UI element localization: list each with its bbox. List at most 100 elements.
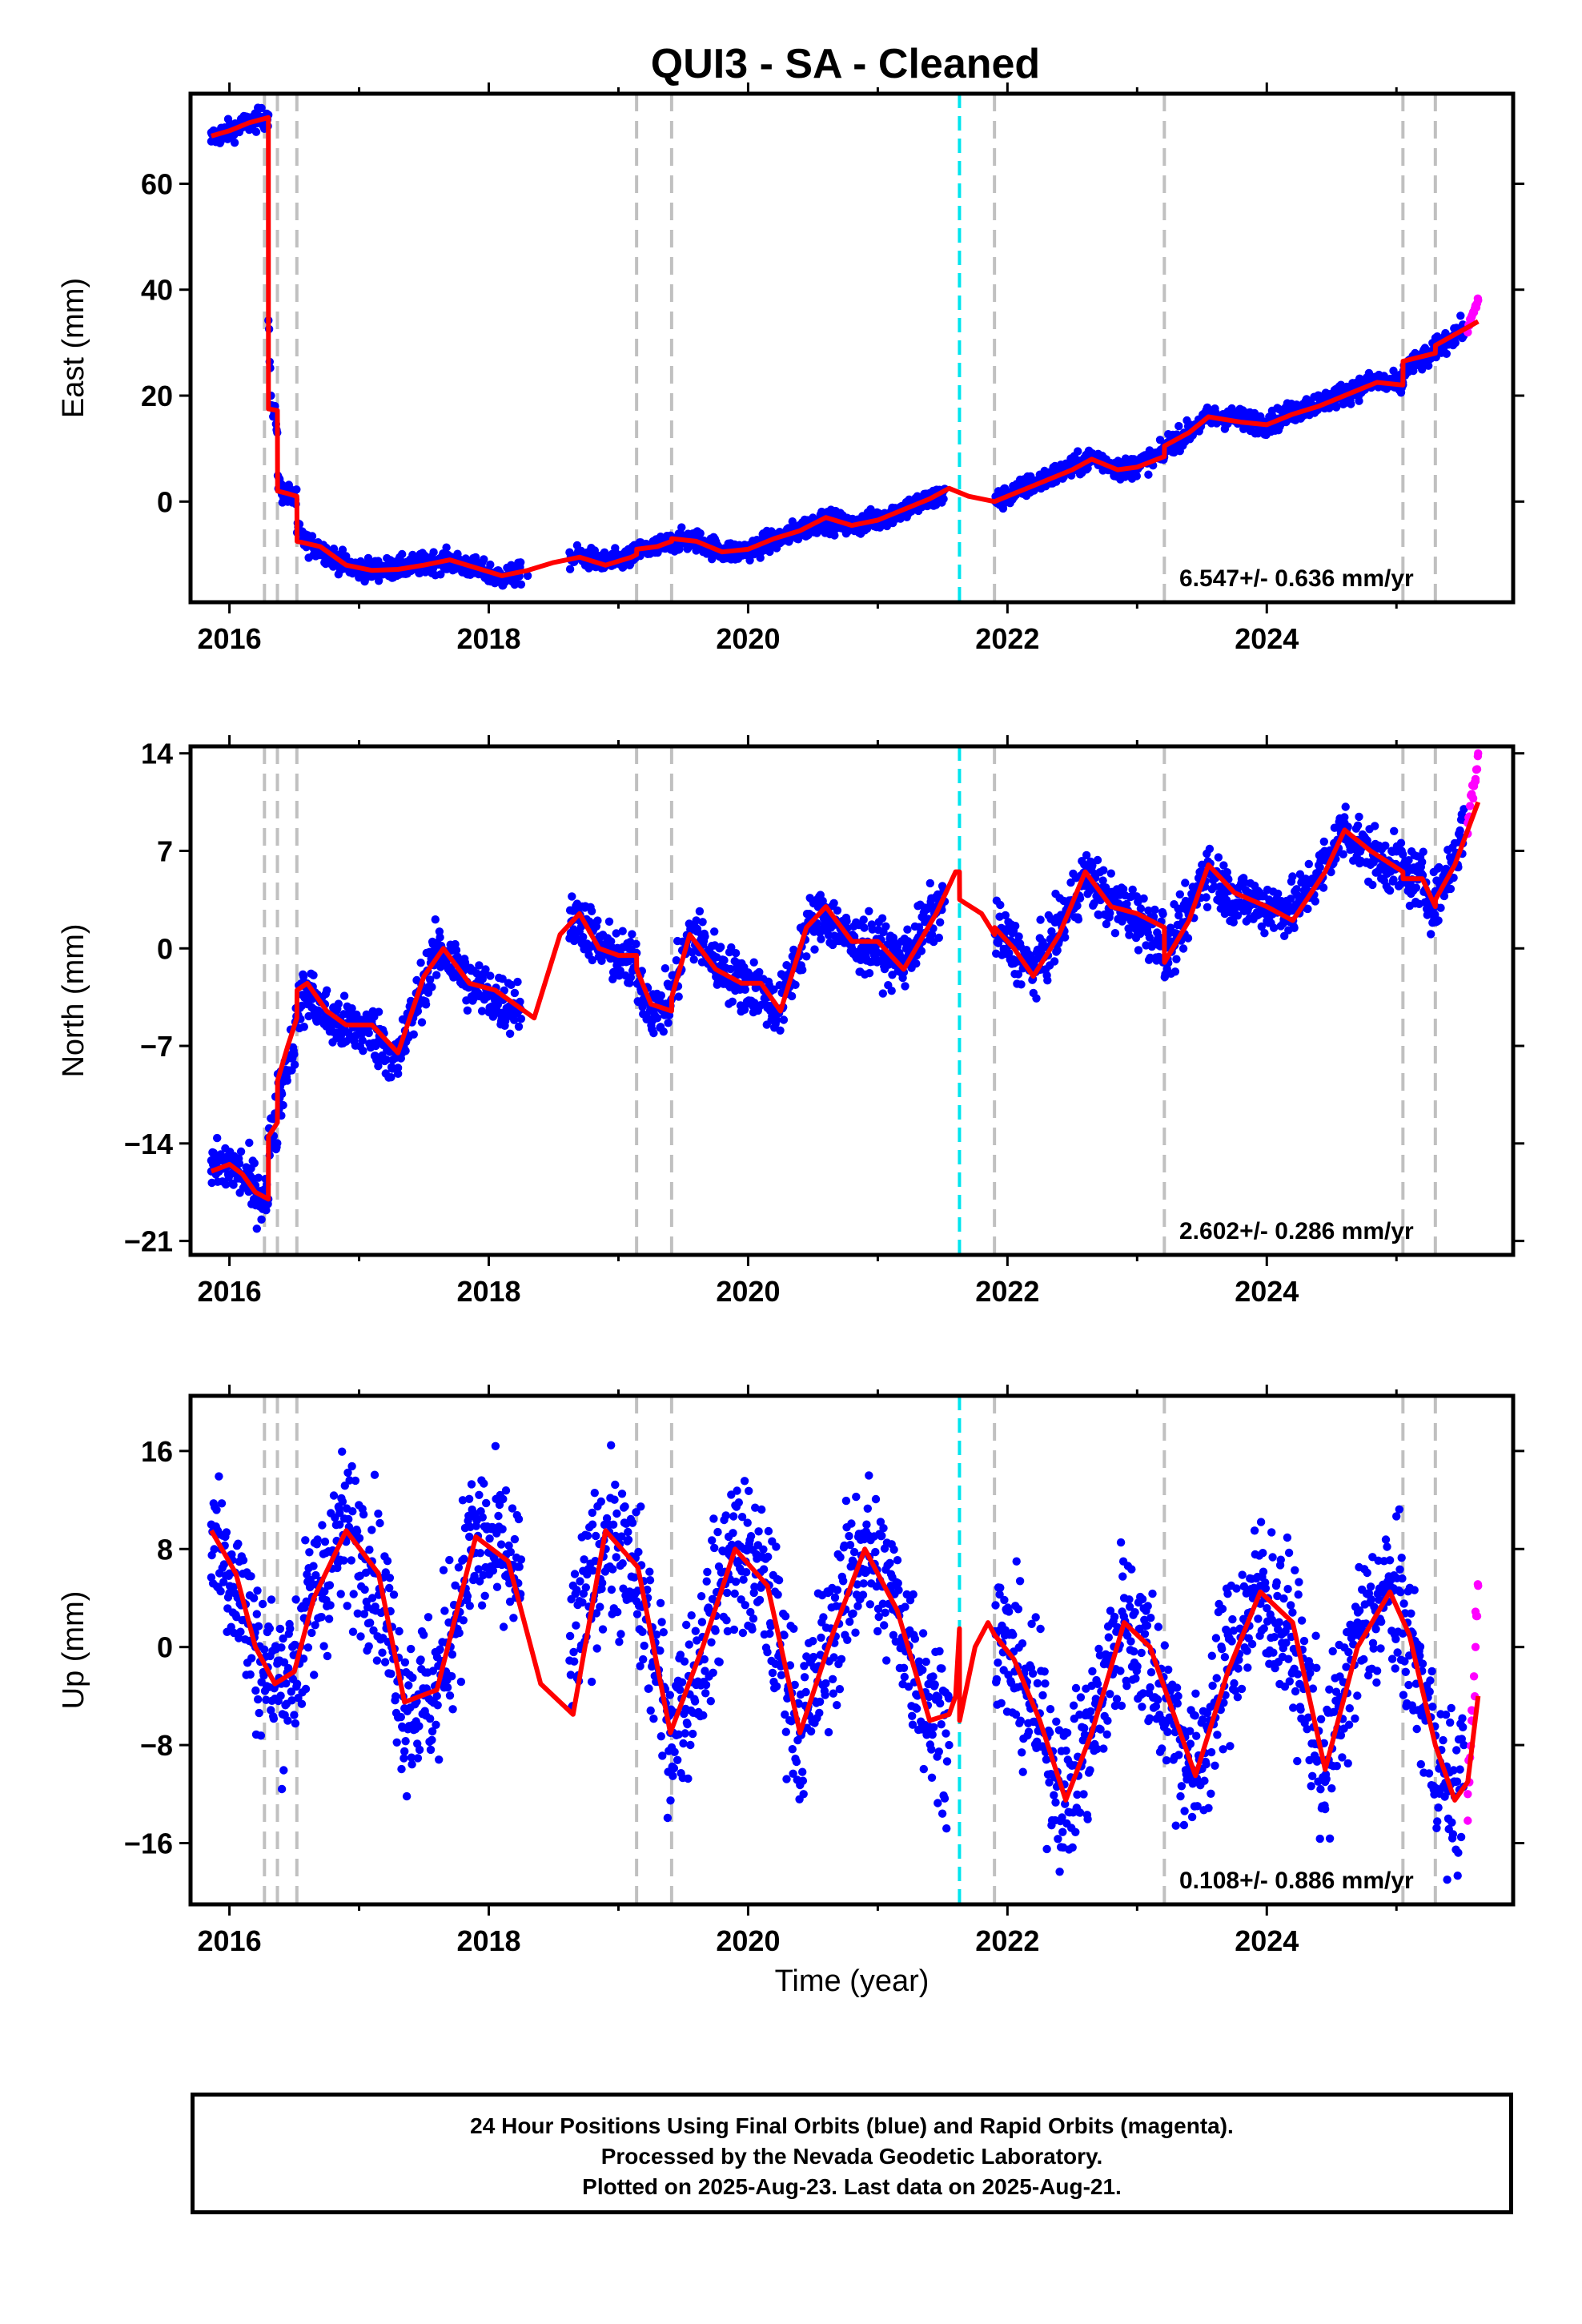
final-orbit-point — [607, 1441, 616, 1449]
final-orbit-point — [407, 1644, 416, 1654]
final-orbit-point — [252, 1610, 261, 1618]
final-orbit-point — [617, 1490, 627, 1498]
final-orbit-point — [717, 943, 725, 951]
rapid-orbit-point — [1472, 765, 1482, 774]
final-orbit-point — [516, 1015, 526, 1023]
x-tick-label: 2022 — [975, 622, 1039, 655]
final-orbit-point — [344, 1514, 353, 1524]
final-orbit-point — [380, 1658, 390, 1667]
final-orbit-point — [329, 1491, 339, 1500]
final-orbit-point — [396, 1712, 405, 1722]
rapid-orbit-point — [1467, 790, 1476, 800]
plot-area — [207, 746, 1483, 1255]
final-orbit-point — [701, 1680, 711, 1690]
final-orbit-point — [365, 1546, 374, 1554]
final-orbit-point — [1257, 922, 1267, 931]
final-orbit-point — [1381, 841, 1390, 850]
final-orbit-point — [1136, 904, 1146, 913]
final-orbit-point — [1319, 883, 1328, 892]
final-orbit-point — [335, 1509, 344, 1518]
final-orbit-point — [217, 1499, 227, 1508]
final-orbit-point — [385, 1583, 394, 1593]
final-orbit-point — [652, 1014, 662, 1023]
x-tick-label: 2024 — [1235, 1275, 1299, 1308]
final-orbit-point — [592, 1531, 600, 1541]
final-orbit-point — [566, 1671, 576, 1679]
final-orbit-point — [258, 1599, 267, 1609]
final-orbit-point — [701, 1689, 710, 1698]
final-orbit-point — [580, 1555, 588, 1564]
final-orbit-point — [343, 1602, 351, 1610]
final-orbit-point — [492, 1582, 502, 1591]
final-orbit-point — [934, 933, 944, 943]
final-orbit-point — [1158, 910, 1167, 919]
final-orbit-point — [859, 915, 868, 924]
final-orbit-point — [1390, 826, 1399, 836]
final-orbit-point — [222, 1528, 231, 1537]
final-orbit-point — [1460, 805, 1468, 814]
final-orbit-point — [708, 1536, 717, 1545]
final-orbit-point — [776, 1026, 785, 1035]
final-orbit-point — [1090, 899, 1098, 908]
final-orbit-point — [607, 1585, 616, 1594]
final-orbit-point — [842, 917, 851, 926]
final-orbit-point — [713, 1527, 722, 1537]
final-orbit-point — [286, 1624, 295, 1634]
final-orbit-point — [486, 560, 495, 569]
final-orbit-point — [1134, 946, 1143, 955]
y-axis-label: East (mm) — [57, 278, 90, 418]
x-tick-label: 2020 — [716, 1275, 780, 1308]
final-orbit-point — [207, 137, 216, 146]
final-orbit-point — [583, 1531, 592, 1540]
final-orbit-point — [926, 879, 935, 888]
final-orbit-point — [448, 1672, 456, 1681]
final-orbit-point — [581, 1583, 590, 1592]
final-orbit-point — [216, 137, 225, 146]
final-orbit-point — [481, 965, 490, 974]
final-orbit-point — [612, 1509, 621, 1518]
final-orbit-point — [257, 103, 266, 113]
final-orbit-point — [1043, 976, 1052, 985]
final-orbit-point — [1233, 911, 1243, 920]
final-orbit-point — [881, 922, 890, 931]
final-orbit-point — [579, 932, 588, 942]
final-orbit-point — [338, 1447, 347, 1456]
final-orbit-point — [251, 1686, 260, 1695]
y-tick-label: 0 — [157, 485, 173, 518]
final-orbit-point — [273, 1139, 282, 1148]
final-orbit-point — [428, 1735, 436, 1744]
final-orbit-point — [283, 1716, 292, 1725]
final-orbit-point — [478, 1513, 487, 1522]
final-orbit-point — [305, 1548, 314, 1557]
final-orbit-point — [352, 1527, 362, 1536]
final-orbit-point — [656, 1647, 665, 1655]
panel-frame — [188, 744, 1516, 1257]
final-orbit-point — [1005, 948, 1014, 958]
final-orbit-point — [320, 1538, 330, 1546]
final-orbit-point — [338, 545, 347, 554]
final-orbit-point — [646, 1706, 655, 1715]
final-orbit-point — [247, 1572, 255, 1581]
final-orbit-point — [1094, 449, 1102, 458]
final-orbit-point — [364, 1028, 373, 1038]
final-orbit-point — [1303, 904, 1312, 914]
final-orbit-point — [994, 939, 1003, 947]
final-orbit-point — [471, 553, 480, 562]
final-orbit-point — [318, 1521, 327, 1530]
y-axis-label: North (mm) — [57, 923, 90, 1077]
final-orbit-point — [413, 1007, 423, 1015]
final-orbit-point — [267, 1706, 275, 1715]
final-orbit-point — [364, 1642, 373, 1651]
final-orbit-point — [1389, 875, 1398, 884]
final-orbit-point — [640, 1641, 648, 1651]
final-orbit-point — [448, 1650, 457, 1659]
final-orbit-point — [387, 1073, 396, 1082]
final-orbit-point — [731, 949, 741, 958]
final-orbit-point — [443, 1683, 452, 1692]
final-orbit-point — [1222, 895, 1231, 905]
final-orbit-point — [596, 1602, 604, 1611]
final-orbit-point — [572, 1586, 581, 1594]
final-orbit-point — [1102, 919, 1111, 929]
final-orbit-point — [728, 997, 737, 1007]
final-orbit-point — [674, 992, 683, 1001]
